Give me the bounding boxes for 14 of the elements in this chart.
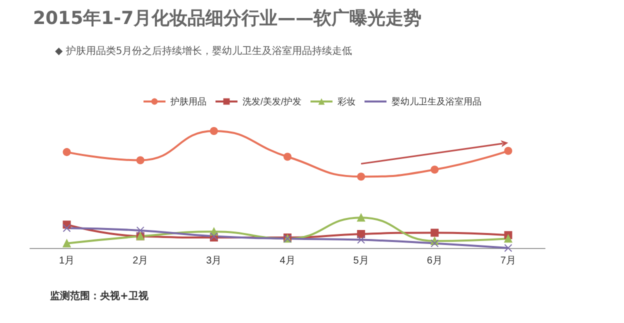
x-tick-label: 4月 — [280, 256, 296, 266]
x-tick-label: 3月 — [206, 256, 222, 266]
chart-subtitle: ◆ 护肤用品类5月份之后持续增长，婴幼儿卫生及浴室用品持续走低 — [55, 44, 352, 58]
x-tick-label: 1月 — [59, 256, 75, 266]
chart-title: 2015年1-7月化妆品细分行业——软广曝光走势 — [33, 7, 422, 30]
legend-label: 洗发/美发/护发 — [242, 96, 302, 106]
legend-label: 彩妆 — [338, 96, 356, 106]
x-tick-label: 6月 — [426, 256, 442, 266]
text: 监测范围：央视+卫视 — [50, 290, 148, 303]
x-tick-label: 5月 — [353, 256, 369, 266]
x-tick-label: 2月 — [132, 256, 148, 266]
legend-label: 护肤用品 — [170, 96, 206, 106]
x-tick-label: 7月 — [500, 256, 516, 266]
legend-label: 婴幼儿卫生及浴室用品 — [392, 96, 482, 106]
